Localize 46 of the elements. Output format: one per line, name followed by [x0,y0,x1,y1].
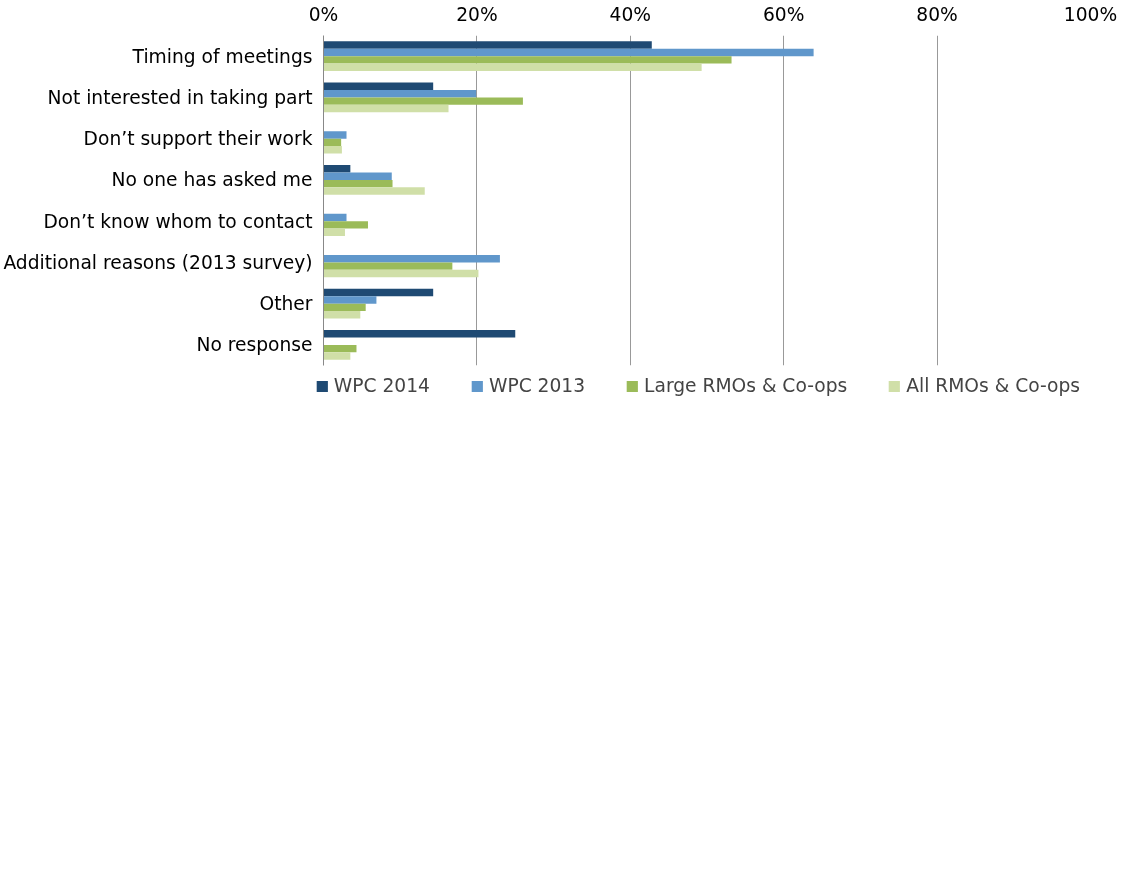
y-tick-label: Additional reasons (2013 survey) [3,251,313,273]
bar [323,187,425,195]
y-tick-label: Timing of meetings [131,45,313,67]
bar [323,262,453,270]
bar [323,146,342,154]
x-tick-label: 0% [308,3,339,25]
bar [323,63,702,71]
y-tick-label: Don’t support their work [83,128,313,150]
bar [323,311,361,319]
y-tick-label: Not interested in taking part [47,86,313,108]
bar [323,352,351,360]
bar [323,131,347,139]
bar [323,303,366,312]
x-tick-label: 60% [762,3,805,25]
bar [323,330,516,338]
legend-label: Large RMOs & Co-ops [644,375,848,396]
bar [323,104,449,113]
x-tick-label: 100% [1063,3,1118,25]
legend-label: WPC 2013 [488,375,586,396]
y-tick-label: Don’t know whom to contact [43,210,313,232]
bar [323,165,351,173]
bar [323,97,523,105]
x-tick-label: 80% [916,3,958,25]
bar [323,179,393,188]
bar [323,254,500,263]
bar [323,56,732,64]
bar [323,138,342,147]
y-tick-label: No response [196,334,313,356]
legend-label: WPC 2014 [333,375,430,396]
bar [323,89,477,98]
bar [323,41,652,49]
bar [323,48,814,57]
x-tick-label: 20% [456,3,498,25]
bar [323,296,377,304]
bar [323,213,347,222]
bar [323,172,392,180]
y-tick-label: No one has asked me [111,169,313,191]
bar [323,288,434,297]
bar [323,82,434,90]
bar [323,221,368,229]
bar [323,344,357,353]
y-tick-label: Other [259,293,313,315]
bar [323,228,345,236]
legend-label: All RMOs & Co-ops [906,375,1080,396]
x-tick-label: 40% [609,3,652,25]
bar [323,269,479,278]
